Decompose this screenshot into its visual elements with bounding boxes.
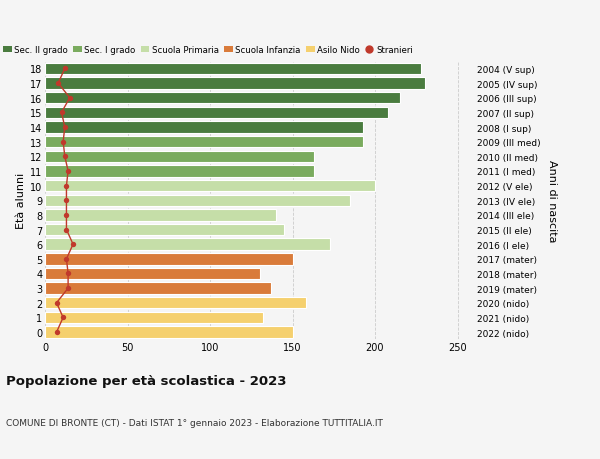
Point [52,329,61,336]
Bar [45,195,350,207]
Bar [45,180,375,192]
Legend: Sec. II grado, Sec. I grado, Scuola Primaria, Scuola Infanzia, Asilo Nido, Stran: Sec. II grado, Sec. I grado, Scuola Prim… [3,46,413,55]
Point [64,270,73,278]
Bar [45,210,276,221]
Point [60,66,70,73]
Bar [45,327,293,338]
Bar [45,283,271,294]
Bar [45,268,260,280]
Bar [45,297,306,309]
Y-axis label: Età alunni: Età alunni [16,173,26,229]
Point [68,241,78,248]
Point [60,124,70,131]
Point [62,212,71,219]
Point [58,139,68,146]
Bar [45,78,425,90]
Text: Popolazione per età scolastica - 2023: Popolazione per età scolastica - 2023 [6,374,287,387]
Point [62,197,71,205]
Y-axis label: Anni di nascita: Anni di nascita [547,160,557,242]
Bar [45,253,293,265]
Point [64,168,73,175]
Text: COMUNE DI BRONTE (CT) - Dati ISTAT 1° gennaio 2023 - Elaborazione TUTTITALIA.IT: COMUNE DI BRONTE (CT) - Dati ISTAT 1° ge… [6,418,383,427]
Bar [45,151,314,162]
Point [56,109,67,117]
Bar [45,239,331,250]
Point [58,314,68,321]
Point [52,299,61,307]
Point [60,153,70,161]
Bar [45,122,364,134]
Point [64,285,73,292]
Point [65,95,74,102]
Bar [45,137,364,148]
Point [62,226,71,234]
Point [62,183,71,190]
Point [53,80,63,88]
Bar [45,64,421,75]
Bar [45,93,400,104]
Bar [45,312,263,324]
Bar [45,166,314,177]
Point [62,256,71,263]
Bar [45,107,388,119]
Bar [45,224,284,236]
